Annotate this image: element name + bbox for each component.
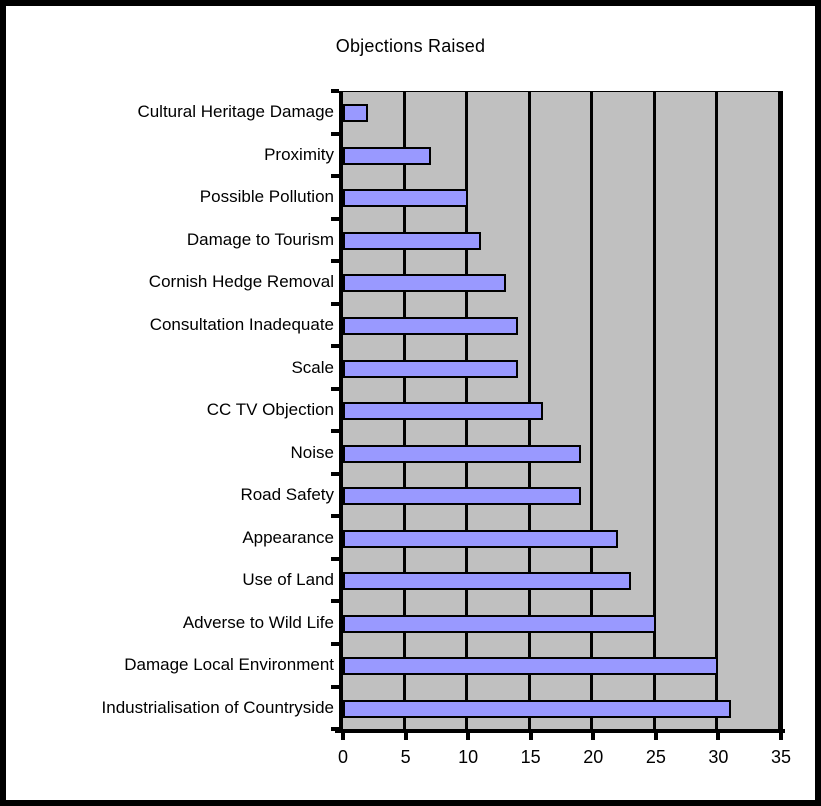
plot-area <box>343 91 783 730</box>
category-label-9: Road Safety <box>240 485 334 505</box>
category-axis-tick-1 <box>331 131 339 136</box>
category-axis-tick-12 <box>331 599 339 604</box>
bar-8 <box>343 444 581 463</box>
value-axis-tick-25 <box>653 733 658 740</box>
category-axis-tick-13 <box>331 641 339 646</box>
bar-7 <box>343 402 544 420</box>
bar-12 <box>343 614 656 633</box>
category-label-7: CC TV Objection <box>206 400 334 419</box>
value-axis-tick-0 <box>341 733 345 740</box>
category-label-12: Adverse to Wild Life <box>182 612 334 632</box>
category-label-2: Possible Pollution <box>199 187 334 207</box>
bar-1 <box>343 146 431 165</box>
gridline-20 <box>590 92 593 730</box>
category-label-0: Cultural Heritage Damage <box>137 102 334 122</box>
value-axis-label-30: 30 <box>708 747 729 767</box>
category-axis-tick-6 <box>331 344 339 349</box>
value-axis-tick-30 <box>716 733 721 740</box>
value-axis-tick-15 <box>528 733 533 740</box>
value-axis-tick-10 <box>466 733 471 740</box>
value-axis-label-10: 10 <box>458 747 479 767</box>
category-label-10: Appearance <box>242 527 334 547</box>
value-axis-label-35: 35 <box>770 747 792 767</box>
category-label-14: Industrialisation of Countryside <box>101 697 334 717</box>
category-axis-line <box>339 91 343 733</box>
value-axis-tick-20 <box>591 733 596 740</box>
category-label-3: Damage to Tourism <box>186 229 334 249</box>
value-axis-label-20: 20 <box>583 747 604 767</box>
bar-11 <box>343 572 631 591</box>
category-label-11: Use of Land <box>242 570 334 590</box>
category-axis-tick-2 <box>331 174 339 179</box>
category-axis-tick-14 <box>331 684 339 689</box>
category-axis-tick-8 <box>331 429 339 434</box>
bar-10 <box>343 529 619 548</box>
category-label-6: Scale <box>291 357 334 377</box>
category-label-4: Cornish Hedge Removal <box>148 272 334 292</box>
bar-14 <box>343 699 731 718</box>
chart-title: Objections Raised <box>335 36 486 56</box>
category-axis-tick-9 <box>331 471 339 476</box>
category-label-13: Damage Local Environment <box>124 655 334 675</box>
gridline-25 <box>653 92 656 730</box>
bar-5 <box>343 316 519 335</box>
value-axis-tick-35 <box>779 733 783 740</box>
category-axis-tick-7 <box>331 386 339 391</box>
bar-13 <box>343 657 719 676</box>
bar-3 <box>343 231 481 250</box>
category-axis-tick-3 <box>331 216 339 221</box>
category-axis-tick-0 <box>331 89 339 93</box>
value-axis-line <box>335 729 785 733</box>
category-label-1: Proximity <box>264 144 334 164</box>
category-label-8: Noise <box>290 442 334 462</box>
value-axis-label-25: 25 <box>645 747 666 767</box>
category-axis-tick-15 <box>331 727 339 731</box>
category-axis-tick-10 <box>331 514 339 519</box>
category-axis-tick-11 <box>331 556 339 561</box>
value-axis-label-5: 5 <box>400 747 411 767</box>
category-label-5: Consultation Inadequate <box>149 314 334 334</box>
category-axis-tick-4 <box>331 259 339 264</box>
bar-0 <box>343 104 368 123</box>
bar-2 <box>343 189 469 208</box>
category-axis-tick-5 <box>331 301 339 306</box>
value-axis-tick-5 <box>403 733 408 740</box>
value-axis-label-0: 0 <box>337 747 348 767</box>
bar-4 <box>343 274 506 293</box>
bar-6 <box>343 359 519 378</box>
gridline-30 <box>715 92 718 730</box>
gridline-35 <box>778 92 781 730</box>
bar-9 <box>343 487 581 506</box>
value-axis-label-15: 15 <box>520 747 541 767</box>
